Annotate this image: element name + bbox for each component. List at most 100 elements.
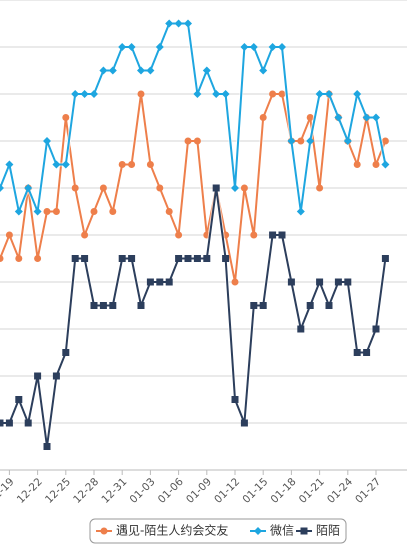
point bbox=[316, 278, 324, 286]
legend-label: 微信 bbox=[270, 524, 294, 538]
point bbox=[221, 90, 230, 98]
point bbox=[34, 255, 42, 262]
point bbox=[128, 161, 136, 168]
point bbox=[5, 160, 14, 169]
point bbox=[5, 231, 13, 239]
point bbox=[240, 43, 249, 51]
x-tick-label: 12-25 bbox=[43, 476, 73, 506]
point bbox=[250, 302, 258, 309]
point bbox=[269, 90, 277, 98]
point bbox=[118, 43, 127, 51]
point bbox=[90, 302, 98, 309]
point bbox=[62, 349, 70, 356]
point bbox=[146, 161, 154, 168]
point bbox=[297, 325, 305, 333]
point bbox=[296, 207, 305, 216]
point bbox=[109, 208, 117, 215]
point bbox=[165, 19, 174, 28]
series-line bbox=[0, 187, 387, 448]
point bbox=[212, 184, 220, 192]
point bbox=[146, 278, 154, 286]
point bbox=[193, 90, 202, 98]
point bbox=[278, 231, 286, 239]
point bbox=[43, 208, 51, 215]
point bbox=[61, 160, 70, 169]
point bbox=[43, 443, 51, 450]
x-tick-label: 12-28 bbox=[71, 476, 101, 506]
point bbox=[193, 137, 201, 145]
point bbox=[306, 114, 314, 121]
point bbox=[165, 208, 173, 215]
point bbox=[137, 90, 145, 98]
point bbox=[81, 231, 89, 239]
point bbox=[99, 66, 108, 75]
point bbox=[24, 419, 32, 427]
point bbox=[372, 325, 380, 333]
legend-label: 遇见-陌生人约会交友 bbox=[116, 523, 228, 538]
point bbox=[127, 43, 136, 51]
point bbox=[175, 231, 183, 239]
point bbox=[15, 255, 23, 262]
point bbox=[118, 161, 126, 168]
x-tick-label: 12-19 bbox=[0, 476, 17, 506]
point bbox=[15, 396, 23, 403]
point bbox=[0, 184, 4, 192]
point bbox=[353, 90, 362, 98]
x-tick-label: 01-24 bbox=[325, 476, 355, 506]
point bbox=[344, 278, 352, 286]
point bbox=[52, 160, 61, 169]
point bbox=[100, 527, 108, 535]
point bbox=[381, 255, 389, 262]
point bbox=[353, 349, 361, 356]
point bbox=[334, 113, 343, 122]
point bbox=[203, 255, 211, 262]
point bbox=[343, 137, 352, 145]
point bbox=[80, 90, 89, 98]
x-tick-label: 01-03 bbox=[128, 476, 158, 506]
point bbox=[155, 43, 164, 51]
point bbox=[62, 114, 70, 121]
x-tick-label: 01-15 bbox=[240, 476, 270, 506]
point bbox=[240, 184, 248, 192]
point bbox=[334, 278, 342, 286]
point bbox=[33, 207, 42, 216]
legend-label: 陌陌 bbox=[316, 524, 340, 538]
point bbox=[34, 372, 42, 380]
point bbox=[278, 90, 286, 98]
point bbox=[156, 184, 164, 192]
point bbox=[146, 66, 155, 75]
point bbox=[90, 208, 98, 215]
point bbox=[231, 184, 239, 192]
point bbox=[325, 302, 333, 309]
point bbox=[212, 90, 221, 98]
point bbox=[43, 137, 51, 145]
point bbox=[24, 184, 33, 192]
point bbox=[372, 161, 380, 168]
point bbox=[269, 231, 277, 239]
point bbox=[202, 66, 211, 75]
point bbox=[363, 349, 371, 356]
point bbox=[362, 113, 371, 122]
point bbox=[175, 255, 183, 262]
x-tick-label: 12-31 bbox=[99, 476, 129, 506]
point bbox=[0, 255, 4, 262]
point bbox=[165, 278, 173, 286]
point bbox=[71, 255, 79, 262]
point bbox=[249, 43, 258, 51]
point bbox=[184, 255, 192, 262]
point bbox=[259, 302, 267, 309]
point bbox=[254, 527, 262, 535]
point bbox=[287, 137, 296, 145]
point bbox=[99, 302, 107, 309]
point bbox=[128, 255, 136, 262]
point bbox=[268, 43, 277, 51]
point bbox=[184, 19, 192, 28]
x-tick-label: 01-18 bbox=[269, 476, 299, 506]
point bbox=[353, 161, 361, 168]
point bbox=[231, 396, 239, 403]
point bbox=[109, 302, 117, 309]
point bbox=[240, 419, 248, 427]
point bbox=[250, 231, 258, 239]
x-tick-label: 01-09 bbox=[184, 476, 214, 506]
point bbox=[231, 278, 239, 286]
